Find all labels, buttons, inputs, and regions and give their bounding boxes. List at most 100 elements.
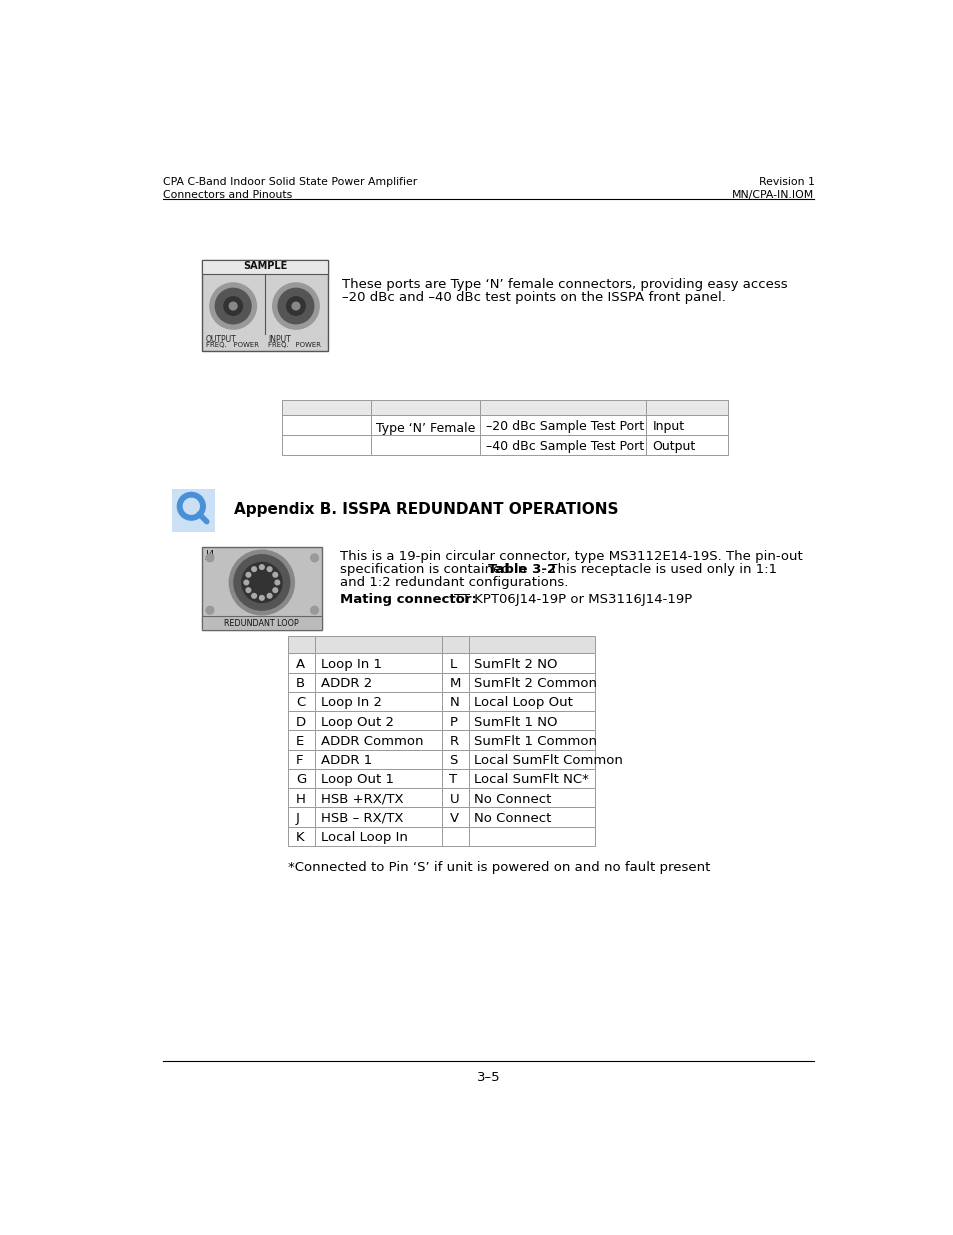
Text: *Connected to Pin ‘S’ if unit is powered on and no fault present: *Connected to Pin ‘S’ if unit is powered…	[288, 861, 710, 874]
Circle shape	[233, 555, 290, 610]
Text: P: P	[449, 716, 456, 729]
Bar	[441, 653, 468, 673]
Text: . This receptacle is used only in 1:1: . This receptacle is used only in 1:1	[540, 563, 776, 577]
Bar	[315, 750, 441, 769]
Circle shape	[274, 580, 279, 585]
Circle shape	[311, 555, 318, 562]
Bar	[441, 808, 468, 826]
Bar	[468, 711, 595, 730]
Text: V: V	[449, 811, 458, 825]
Text: Connectors and Pinouts: Connectors and Pinouts	[163, 190, 293, 200]
Text: ADDR 1: ADDR 1	[320, 755, 372, 767]
Bar	[288, 692, 315, 711]
Text: Appendix B. ISSPA REDUNDANT OPERATIONS: Appendix B. ISSPA REDUNDANT OPERATIONS	[233, 503, 618, 517]
Circle shape	[267, 567, 272, 572]
Circle shape	[224, 296, 242, 315]
Bar	[202, 259, 328, 274]
Text: MN/CPA-IN.IOM: MN/CPA-IN.IOM	[731, 190, 814, 200]
Text: H: H	[295, 793, 306, 805]
Text: –20 dBc and –40 dBc test points on the ISSPA front panel.: –20 dBc and –40 dBc test points on the I…	[342, 290, 725, 304]
Text: SumFlt 2 Common: SumFlt 2 Common	[474, 677, 597, 690]
Circle shape	[259, 595, 264, 600]
Circle shape	[267, 594, 272, 598]
Circle shape	[311, 606, 318, 614]
Bar	[315, 692, 441, 711]
Bar	[202, 547, 322, 630]
Text: FREQ.   POWER: FREQ. POWER	[206, 342, 259, 348]
Text: –20 dBc Sample Test Port: –20 dBc Sample Test Port	[485, 420, 643, 433]
Circle shape	[273, 588, 277, 593]
Circle shape	[292, 303, 299, 310]
Text: Loop Out 1: Loop Out 1	[320, 773, 394, 787]
Text: Local SumFlt NC*: Local SumFlt NC*	[474, 773, 588, 787]
Bar	[288, 769, 315, 788]
Text: ADDR 2: ADDR 2	[320, 677, 372, 690]
Text: J: J	[295, 811, 299, 825]
Bar	[479, 415, 645, 436]
Bar	[315, 653, 441, 673]
Text: INPUT: INPUT	[268, 336, 291, 345]
Text: B: B	[295, 677, 305, 690]
Bar	[288, 653, 315, 673]
Bar	[645, 400, 727, 415]
Bar	[441, 730, 468, 750]
Bar	[315, 808, 441, 826]
Circle shape	[244, 580, 249, 585]
Bar	[441, 826, 468, 846]
Text: M: M	[449, 677, 460, 690]
Text: Input: Input	[652, 420, 684, 433]
Bar	[288, 673, 315, 692]
Text: HSB +RX/TX: HSB +RX/TX	[320, 793, 403, 805]
Text: Mating connector:: Mating connector:	[340, 593, 476, 606]
Text: ADDR Common: ADDR Common	[320, 735, 423, 748]
Bar	[371, 436, 479, 456]
Text: FREQ.   POWER: FREQ. POWER	[268, 342, 321, 348]
Bar	[441, 788, 468, 808]
Bar	[479, 436, 645, 456]
Bar	[468, 673, 595, 692]
Text: SAMPLE: SAMPLE	[243, 262, 287, 272]
Text: T: T	[449, 773, 457, 787]
Circle shape	[259, 564, 264, 569]
Bar	[371, 400, 479, 415]
Bar	[468, 636, 595, 653]
Bar	[468, 750, 595, 769]
Bar	[315, 826, 441, 846]
Circle shape	[273, 573, 277, 577]
Bar	[645, 436, 727, 456]
Bar	[468, 808, 595, 826]
Text: CPA C-Band Indoor Solid State Power Amplifier: CPA C-Band Indoor Solid State Power Ampl…	[163, 178, 417, 188]
Text: Loop Out 2: Loop Out 2	[320, 716, 394, 729]
Text: E: E	[295, 735, 304, 748]
Bar	[288, 711, 315, 730]
Text: OUTPUT: OUTPUT	[206, 336, 236, 345]
Circle shape	[252, 594, 256, 598]
Bar	[288, 808, 315, 826]
Bar	[441, 750, 468, 769]
Text: SumFlt 2 NO: SumFlt 2 NO	[474, 658, 558, 671]
Text: This is a 19-pin circular connector, type MS3112E14-19S. The pin-out: This is a 19-pin circular connector, typ…	[340, 550, 802, 563]
Bar	[468, 769, 595, 788]
Bar	[315, 711, 441, 730]
Text: REDUNDANT LOOP: REDUNDANT LOOP	[224, 620, 299, 629]
Bar	[468, 730, 595, 750]
Circle shape	[181, 496, 201, 516]
Bar	[468, 692, 595, 711]
Text: L: L	[449, 658, 456, 671]
Bar	[645, 415, 727, 436]
Text: D: D	[295, 716, 306, 729]
Bar	[315, 673, 441, 692]
Text: U: U	[449, 793, 458, 805]
Bar	[288, 826, 315, 846]
Text: –40 dBc Sample Test Port: –40 dBc Sample Test Port	[485, 440, 643, 453]
Text: No Connect: No Connect	[474, 793, 551, 805]
Circle shape	[278, 288, 314, 324]
Text: SumFlt 1 Common: SumFlt 1 Common	[474, 735, 597, 748]
Text: These ports are Type ‘N’ female connectors, providing easy access: These ports are Type ‘N’ female connecto…	[342, 278, 787, 290]
Text: Local Loop Out: Local Loop Out	[474, 697, 573, 709]
Circle shape	[252, 567, 256, 572]
Bar	[371, 415, 479, 436]
Bar	[441, 769, 468, 788]
Text: S: S	[449, 755, 457, 767]
Circle shape	[206, 606, 213, 614]
